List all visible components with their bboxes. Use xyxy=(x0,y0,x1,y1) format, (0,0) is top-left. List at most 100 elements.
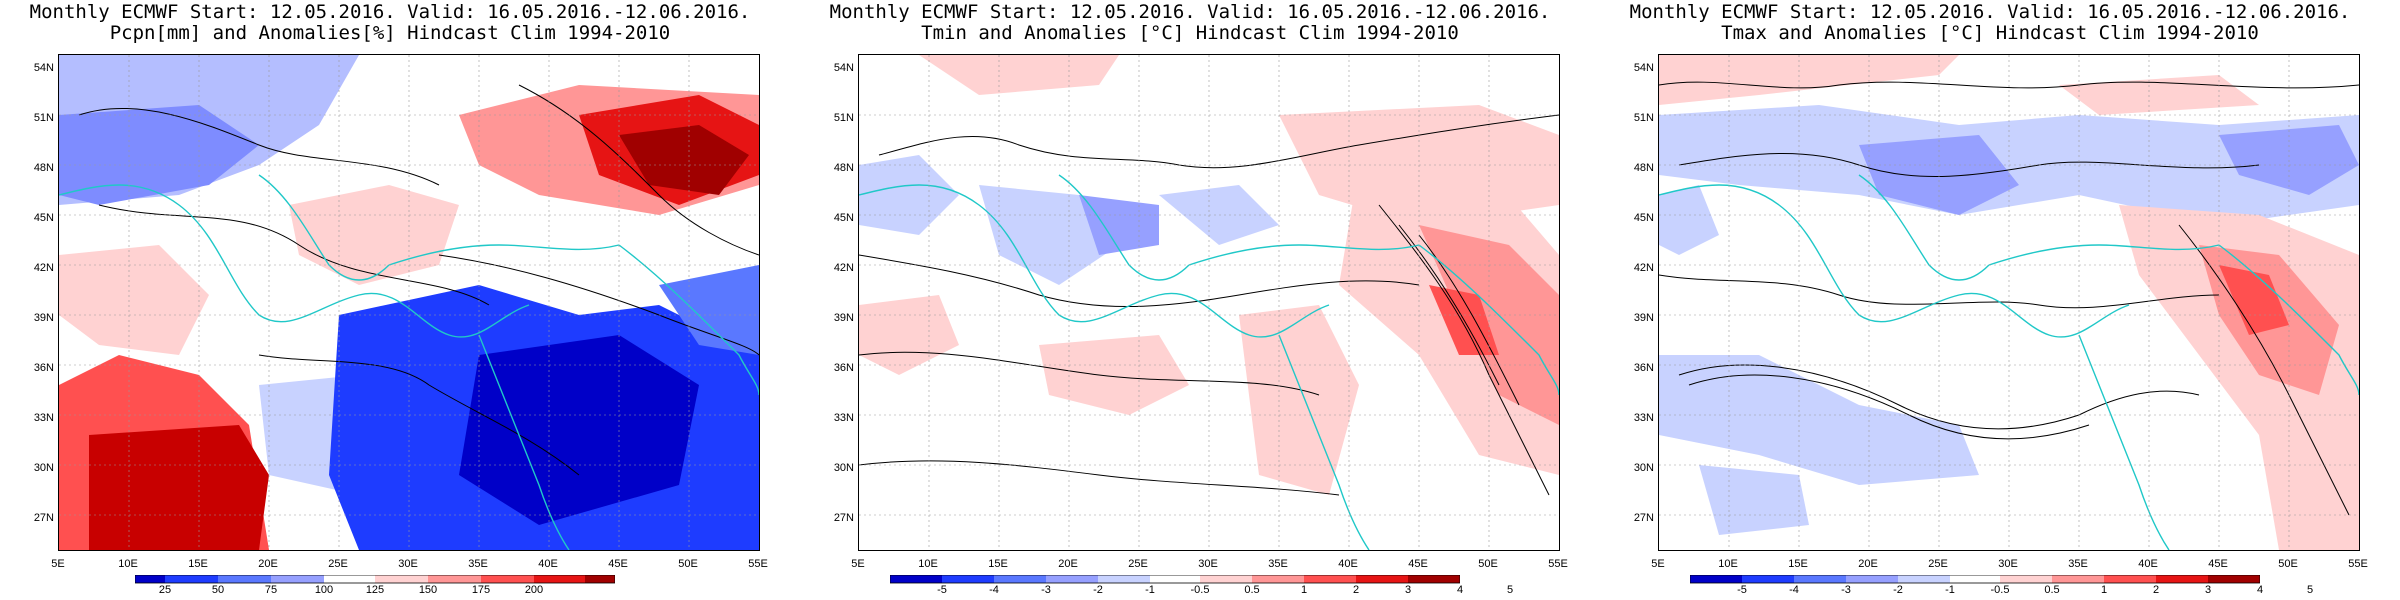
lon-label: 45E xyxy=(2208,558,2228,570)
lat-label: 33N xyxy=(1633,412,1654,424)
colorbar-label: 1 xyxy=(1300,584,1308,596)
lon-label: 55E xyxy=(748,558,768,570)
colorbar-label: 1 xyxy=(2100,584,2108,596)
lon-label: 55E xyxy=(2348,558,2368,570)
lat-label: 42N xyxy=(1633,262,1654,274)
panel-title-line2: Pcpn[mm] and Anomalies[%] Hindcast Clim … xyxy=(109,22,671,44)
lon-label: 30E xyxy=(398,558,418,570)
colorbar-label: 0.5 xyxy=(1244,584,1260,596)
lon-label: 10E xyxy=(1718,558,1738,570)
colorbar-label: -5 xyxy=(1737,584,1747,596)
colorbar-label: -2 xyxy=(1093,584,1103,596)
map-area xyxy=(1658,54,2360,551)
colorbar-label: 150 xyxy=(418,584,438,596)
lon-label: 15E xyxy=(1788,558,1808,570)
map-area xyxy=(858,54,1560,551)
lat-label: 36N xyxy=(1633,362,1654,374)
lon-label: 40E xyxy=(1338,558,1358,570)
lon-label: 35E xyxy=(1268,558,1288,570)
lat-label: 51N xyxy=(833,112,854,124)
panel-title-line2: Tmax and Anomalies [°C] Hindcast Clim 19… xyxy=(1721,22,2259,44)
lat-label: 27N xyxy=(1633,512,1654,524)
colorbar-label: 175 xyxy=(471,584,491,596)
colorbar-label: 50 xyxy=(211,584,225,596)
lat-label: 30N xyxy=(33,462,54,474)
lon-label: 35E xyxy=(2068,558,2088,570)
lat-label: 30N xyxy=(1633,462,1654,474)
colorbar-label: 2 xyxy=(2152,584,2160,596)
colorbar-label: 4 xyxy=(2256,584,2264,596)
lon-label: 5E xyxy=(51,558,65,570)
colorbar xyxy=(1690,575,2260,593)
lon-label: 30E xyxy=(1998,558,2018,570)
lat-label: 36N xyxy=(33,362,54,374)
colorbar-label: -0.5 xyxy=(1990,584,2010,596)
lon-label: 10E xyxy=(918,558,938,570)
lon-label: 20E xyxy=(1058,558,1078,570)
lat-label: 42N xyxy=(33,262,54,274)
lat-label: 45N xyxy=(33,212,54,224)
lat-label: 48N xyxy=(1633,162,1654,174)
colorbar xyxy=(890,575,1460,593)
lat-label: 42N xyxy=(833,262,854,274)
colorbar-label: -4 xyxy=(1789,584,1799,596)
colorbar-label: -5 xyxy=(937,584,947,596)
colorbar-label: -0.5 xyxy=(1190,584,1210,596)
colorbar-label: 5 xyxy=(2306,584,2314,596)
colorbar-label: -3 xyxy=(1841,584,1851,596)
colorbar-label: 200 xyxy=(524,584,544,596)
colorbar-label: 0.5 xyxy=(2044,584,2060,596)
lon-label: 5E xyxy=(851,558,865,570)
lon-label: 40E xyxy=(2138,558,2158,570)
lat-label: 27N xyxy=(33,512,54,524)
panel-title-line1: Monthly ECMWF Start: 12.05.2016. Valid: … xyxy=(29,1,751,23)
lon-label: 5E xyxy=(1651,558,1665,570)
colorbar-label: -2 xyxy=(1893,584,1903,596)
lat-label: 33N xyxy=(33,412,54,424)
colorbar-label: 4 xyxy=(1456,584,1464,596)
lon-label: 25E xyxy=(1928,558,1948,570)
lat-label: 51N xyxy=(33,112,54,124)
lat-label: 54N xyxy=(833,62,854,74)
colorbar-label: 100 xyxy=(314,584,334,596)
lat-label: 45N xyxy=(1633,212,1654,224)
lon-label: 50E xyxy=(1478,558,1498,570)
lon-label: 20E xyxy=(258,558,278,570)
lat-label: 48N xyxy=(33,162,54,174)
map-graphic xyxy=(1659,55,2359,550)
lat-label: 39N xyxy=(1633,312,1654,324)
panel-precipitation: Monthly ECMWF Start: 12.05.2016. Valid: … xyxy=(0,0,780,600)
colorbar-label: 125 xyxy=(365,584,385,596)
colorbar-label: 3 xyxy=(1404,584,1412,596)
colorbar-label: 2 xyxy=(1352,584,1360,596)
lon-label: 50E xyxy=(678,558,698,570)
lon-label: 10E xyxy=(118,558,138,570)
colorbar-label: 25 xyxy=(158,584,172,596)
colorbar-label: 75 xyxy=(264,584,278,596)
lon-label: 40E xyxy=(538,558,558,570)
colorbar xyxy=(135,575,615,593)
lon-label: 25E xyxy=(328,558,348,570)
lat-label: 30N xyxy=(833,462,854,474)
map-graphic xyxy=(859,55,1559,550)
map-graphic xyxy=(59,55,759,550)
colorbar-label: 3 xyxy=(2204,584,2212,596)
panel-title-line1: Monthly ECMWF Start: 12.05.2016. Valid: … xyxy=(829,1,1551,23)
colorbar-label: -1 xyxy=(1145,584,1155,596)
lat-label: 33N xyxy=(833,412,854,424)
lat-label: 51N xyxy=(1633,112,1654,124)
lat-label: 54N xyxy=(1633,62,1654,74)
lat-label: 36N xyxy=(833,362,854,374)
colorbar-label: -4 xyxy=(989,584,999,596)
lon-label: 55E xyxy=(1548,558,1568,570)
lat-label: 39N xyxy=(33,312,54,324)
lon-label: 45E xyxy=(608,558,628,570)
lat-label: 45N xyxy=(833,212,854,224)
panel-title-line1: Monthly ECMWF Start: 12.05.2016. Valid: … xyxy=(1629,1,2351,23)
panel-tmin: Monthly ECMWF Start: 12.05.2016. Valid: … xyxy=(800,0,1580,600)
map-area xyxy=(58,54,760,551)
lat-label: 54N xyxy=(33,62,54,74)
panel-title-line2: Tmin and Anomalies [°C] Hindcast Clim 19… xyxy=(921,22,1459,44)
lat-label: 48N xyxy=(833,162,854,174)
lon-label: 30E xyxy=(1198,558,1218,570)
